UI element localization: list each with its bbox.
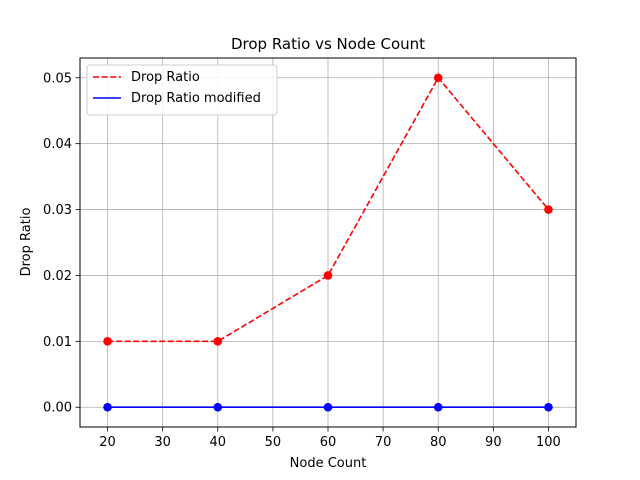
y-axis-label: Drop Ratio xyxy=(19,208,34,277)
legend-label-drop-ratio: Drop Ratio xyxy=(131,70,200,85)
x-tick-label: 40 xyxy=(210,435,227,450)
y-tick-label: 0.04 xyxy=(43,137,72,152)
ticks: 20 30 40 50 60 70 80 90 100 0.00 0.01 0.02 0.03 0.04 0… xyxy=(43,71,561,450)
legend-box xyxy=(86,64,278,116)
y-tick-label: 0.03 xyxy=(43,203,72,218)
series-0-point xyxy=(103,337,112,346)
x-tick-label: 70 xyxy=(375,435,392,450)
legend: Drop Ratio Drop Ratio modified xyxy=(86,64,278,116)
series-1-point xyxy=(213,402,223,412)
x-tick-label: 20 xyxy=(99,435,116,450)
series-1-point xyxy=(323,402,333,412)
x-tick-label: 60 xyxy=(320,435,337,450)
chart-title: Drop Ratio vs Node Count xyxy=(231,35,425,53)
x-tick-label: 80 xyxy=(430,435,447,450)
series-0-point xyxy=(544,205,553,214)
series-1-point xyxy=(433,402,443,412)
series-layer xyxy=(103,73,553,412)
series-0-point xyxy=(323,271,333,280)
y-tick-label: 0.05 xyxy=(43,71,72,86)
series-0-point xyxy=(213,337,223,346)
series-line-0 xyxy=(107,76,550,343)
legend-label-drop-ratio-modified: Drop Ratio modified xyxy=(131,91,261,106)
y-tick-label: 0.02 xyxy=(43,269,72,284)
x-tick-label: 90 xyxy=(485,435,502,450)
x-tick-label: 30 xyxy=(154,435,171,450)
series-1-point xyxy=(544,402,553,412)
x-axis-label: Node Count xyxy=(290,456,367,471)
x-tick-label: 50 xyxy=(265,435,282,450)
x-tick-label: 100 xyxy=(536,435,561,450)
y-tick-label: 0.01 xyxy=(43,335,72,350)
series-0-point xyxy=(433,73,443,83)
y-tick-label: 0.00 xyxy=(43,401,72,416)
series-1-point xyxy=(103,402,112,412)
